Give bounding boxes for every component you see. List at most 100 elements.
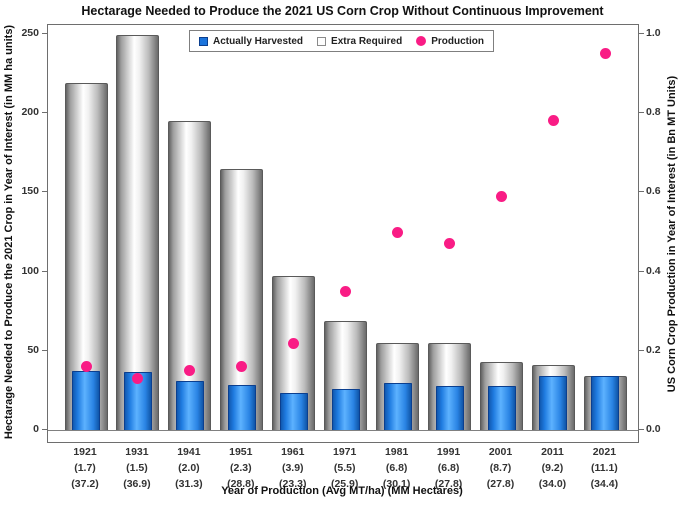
- x-category-yield: (3.9): [281, 462, 304, 474]
- x-category-label: 2001 (8.7) (27.8): [475, 444, 527, 492]
- right-axis-tick-label: 0.4: [646, 264, 661, 277]
- x-category-hectares: (28.8): [227, 478, 255, 490]
- x-category-hectares: (31.3): [175, 478, 203, 490]
- x-category-year: 1971: [333, 446, 357, 458]
- x-category-yield: (11.1): [590, 462, 618, 474]
- x-category-label: 1961 (3.9) (23.3): [267, 444, 319, 492]
- x-category-label: 2011 (9.2) (34.0): [526, 444, 578, 492]
- production-point: [392, 226, 404, 238]
- right-y-axis-title: US Corn Crop Production in Year of Inter…: [666, 75, 678, 393]
- x-category-hectares: (27.8): [434, 478, 463, 490]
- left-axis-tick-label: 0: [33, 423, 39, 436]
- actually-harvested-bar: [279, 393, 308, 431]
- left-axis-tick-mark: [42, 270, 47, 272]
- x-category-label: 1981 (6.8) (30.1): [371, 444, 423, 492]
- production-point: [599, 48, 611, 60]
- actually-harvested-bar: [72, 371, 100, 431]
- left-axis-tick-mark: [42, 191, 47, 193]
- x-category-label: 1931 (1.5) (36.9): [111, 444, 163, 492]
- legend-item-label: Extra Required: [331, 35, 403, 47]
- x-category-label: 1971 (5.5) (25.9): [319, 444, 371, 492]
- harvested-swatch-icon: [199, 36, 208, 46]
- actually-harvested-bar: [331, 389, 360, 431]
- extra-required-bar: [116, 35, 160, 431]
- x-category-year: 1921: [73, 446, 97, 458]
- left-axis-tick-label: 200: [21, 106, 39, 119]
- x-category-label: 2021 (11.1) (34.4): [578, 444, 630, 492]
- right-axis-tick-label: 0.6: [646, 185, 661, 198]
- left-axis-tick-mark: [42, 429, 47, 431]
- x-category-label: 1941 (2.0) (31.3): [163, 444, 215, 492]
- x-category-yield: (1.5): [126, 462, 148, 474]
- chart-legend: Actually Harvested Extra Required Producti…: [189, 30, 494, 52]
- x-category-year: 1931: [125, 446, 149, 458]
- left-axis-tick-mark: [42, 349, 47, 351]
- legend-item: Production: [416, 36, 484, 47]
- x-category-year: 2021: [592, 446, 617, 458]
- x-category-yield: (6.8): [385, 462, 408, 474]
- x-category-hectares: (36.9): [123, 478, 151, 490]
- right-axis-tick-mark: [639, 429, 644, 431]
- x-category-yield: (2.0): [178, 462, 200, 474]
- x-category-year: 1961: [281, 446, 305, 458]
- left-axis-tick-label: 100: [21, 264, 39, 277]
- production-point: [444, 238, 456, 250]
- x-category-yield: (8.7): [489, 462, 512, 474]
- legend-item-label: Actually Harvested: [213, 35, 304, 47]
- production-point: [340, 285, 352, 297]
- right-axis-tick-label: 0.0: [646, 423, 661, 436]
- production-point: [496, 190, 508, 202]
- right-axis-tick-label: 0.2: [646, 343, 661, 356]
- actually-harvested-bar: [175, 380, 204, 431]
- production-point: [288, 337, 300, 349]
- production-point: [547, 115, 559, 127]
- plot-area: Actually Harvested Extra Required Producti…: [47, 24, 639, 443]
- left-axis-tick-mark: [42, 112, 47, 114]
- left-axis-tick-mark: [42, 32, 47, 34]
- legend-item-label: Production: [431, 35, 484, 47]
- x-category-year: 2011: [541, 446, 564, 458]
- actually-harvested-bar: [383, 382, 412, 431]
- x-category-hectares: (27.8): [486, 478, 515, 490]
- x-category-hectares: (34.0): [538, 478, 567, 490]
- left-y-axis-title: Hectarage Needed to Produce the 2021 Cro…: [3, 24, 15, 440]
- x-category-yield: (6.8): [437, 462, 460, 474]
- extra-required-swatch-icon: [317, 36, 327, 46]
- x-category-year: 2001: [488, 446, 513, 458]
- right-axis-tick-label: 0.8: [646, 106, 661, 119]
- x-category-hectares: (34.4): [590, 478, 619, 490]
- right-axis-tick-mark: [639, 32, 644, 34]
- x-category-hectares: (25.9): [330, 478, 359, 490]
- legend-item: Extra Required: [317, 36, 402, 47]
- x-category-label: 1921 (1.7) (37.2): [59, 444, 111, 492]
- production-point: [184, 365, 196, 377]
- x-category-year: 1941: [177, 446, 201, 458]
- actually-harvested-bar: [227, 384, 256, 431]
- right-axis-tick-mark: [639, 349, 644, 351]
- right-axis-tick-mark: [639, 191, 644, 193]
- x-axis-zero-line: [48, 430, 638, 432]
- x-category-year: 1951: [229, 446, 253, 458]
- x-category-label: 1951 (2.3) (28.8): [215, 444, 267, 492]
- x-axis-title: Year of Production (Avg MT/ha) (MM Hecta…: [221, 485, 463, 497]
- actually-harvested-bar: [539, 376, 568, 431]
- x-category-year: 1991: [436, 446, 461, 458]
- production-point: [80, 361, 92, 373]
- x-category-yield: (9.2): [541, 462, 564, 474]
- x-category-hectares: (37.2): [71, 478, 99, 490]
- left-axis-tick-label: 250: [21, 26, 39, 39]
- production-point: [236, 361, 248, 373]
- x-category-yield: (2.3): [230, 462, 252, 474]
- legend-item: Actually Harvested: [199, 36, 303, 47]
- actually-harvested-bar: [591, 375, 620, 431]
- x-category-hectares: (23.3): [279, 478, 307, 490]
- production-point: [132, 373, 144, 385]
- chart-title: Hectarage Needed to Produce the 2021 US …: [81, 4, 604, 18]
- x-category-label: 1991 (6.8) (27.8): [423, 444, 475, 492]
- actually-harvested-bar: [487, 386, 516, 431]
- x-category-yield: (1.7): [74, 462, 96, 474]
- right-axis-tick-label: 1.0: [646, 26, 661, 39]
- x-category-hectares: (30.1): [382, 478, 411, 490]
- actually-harvested-bar: [435, 386, 464, 431]
